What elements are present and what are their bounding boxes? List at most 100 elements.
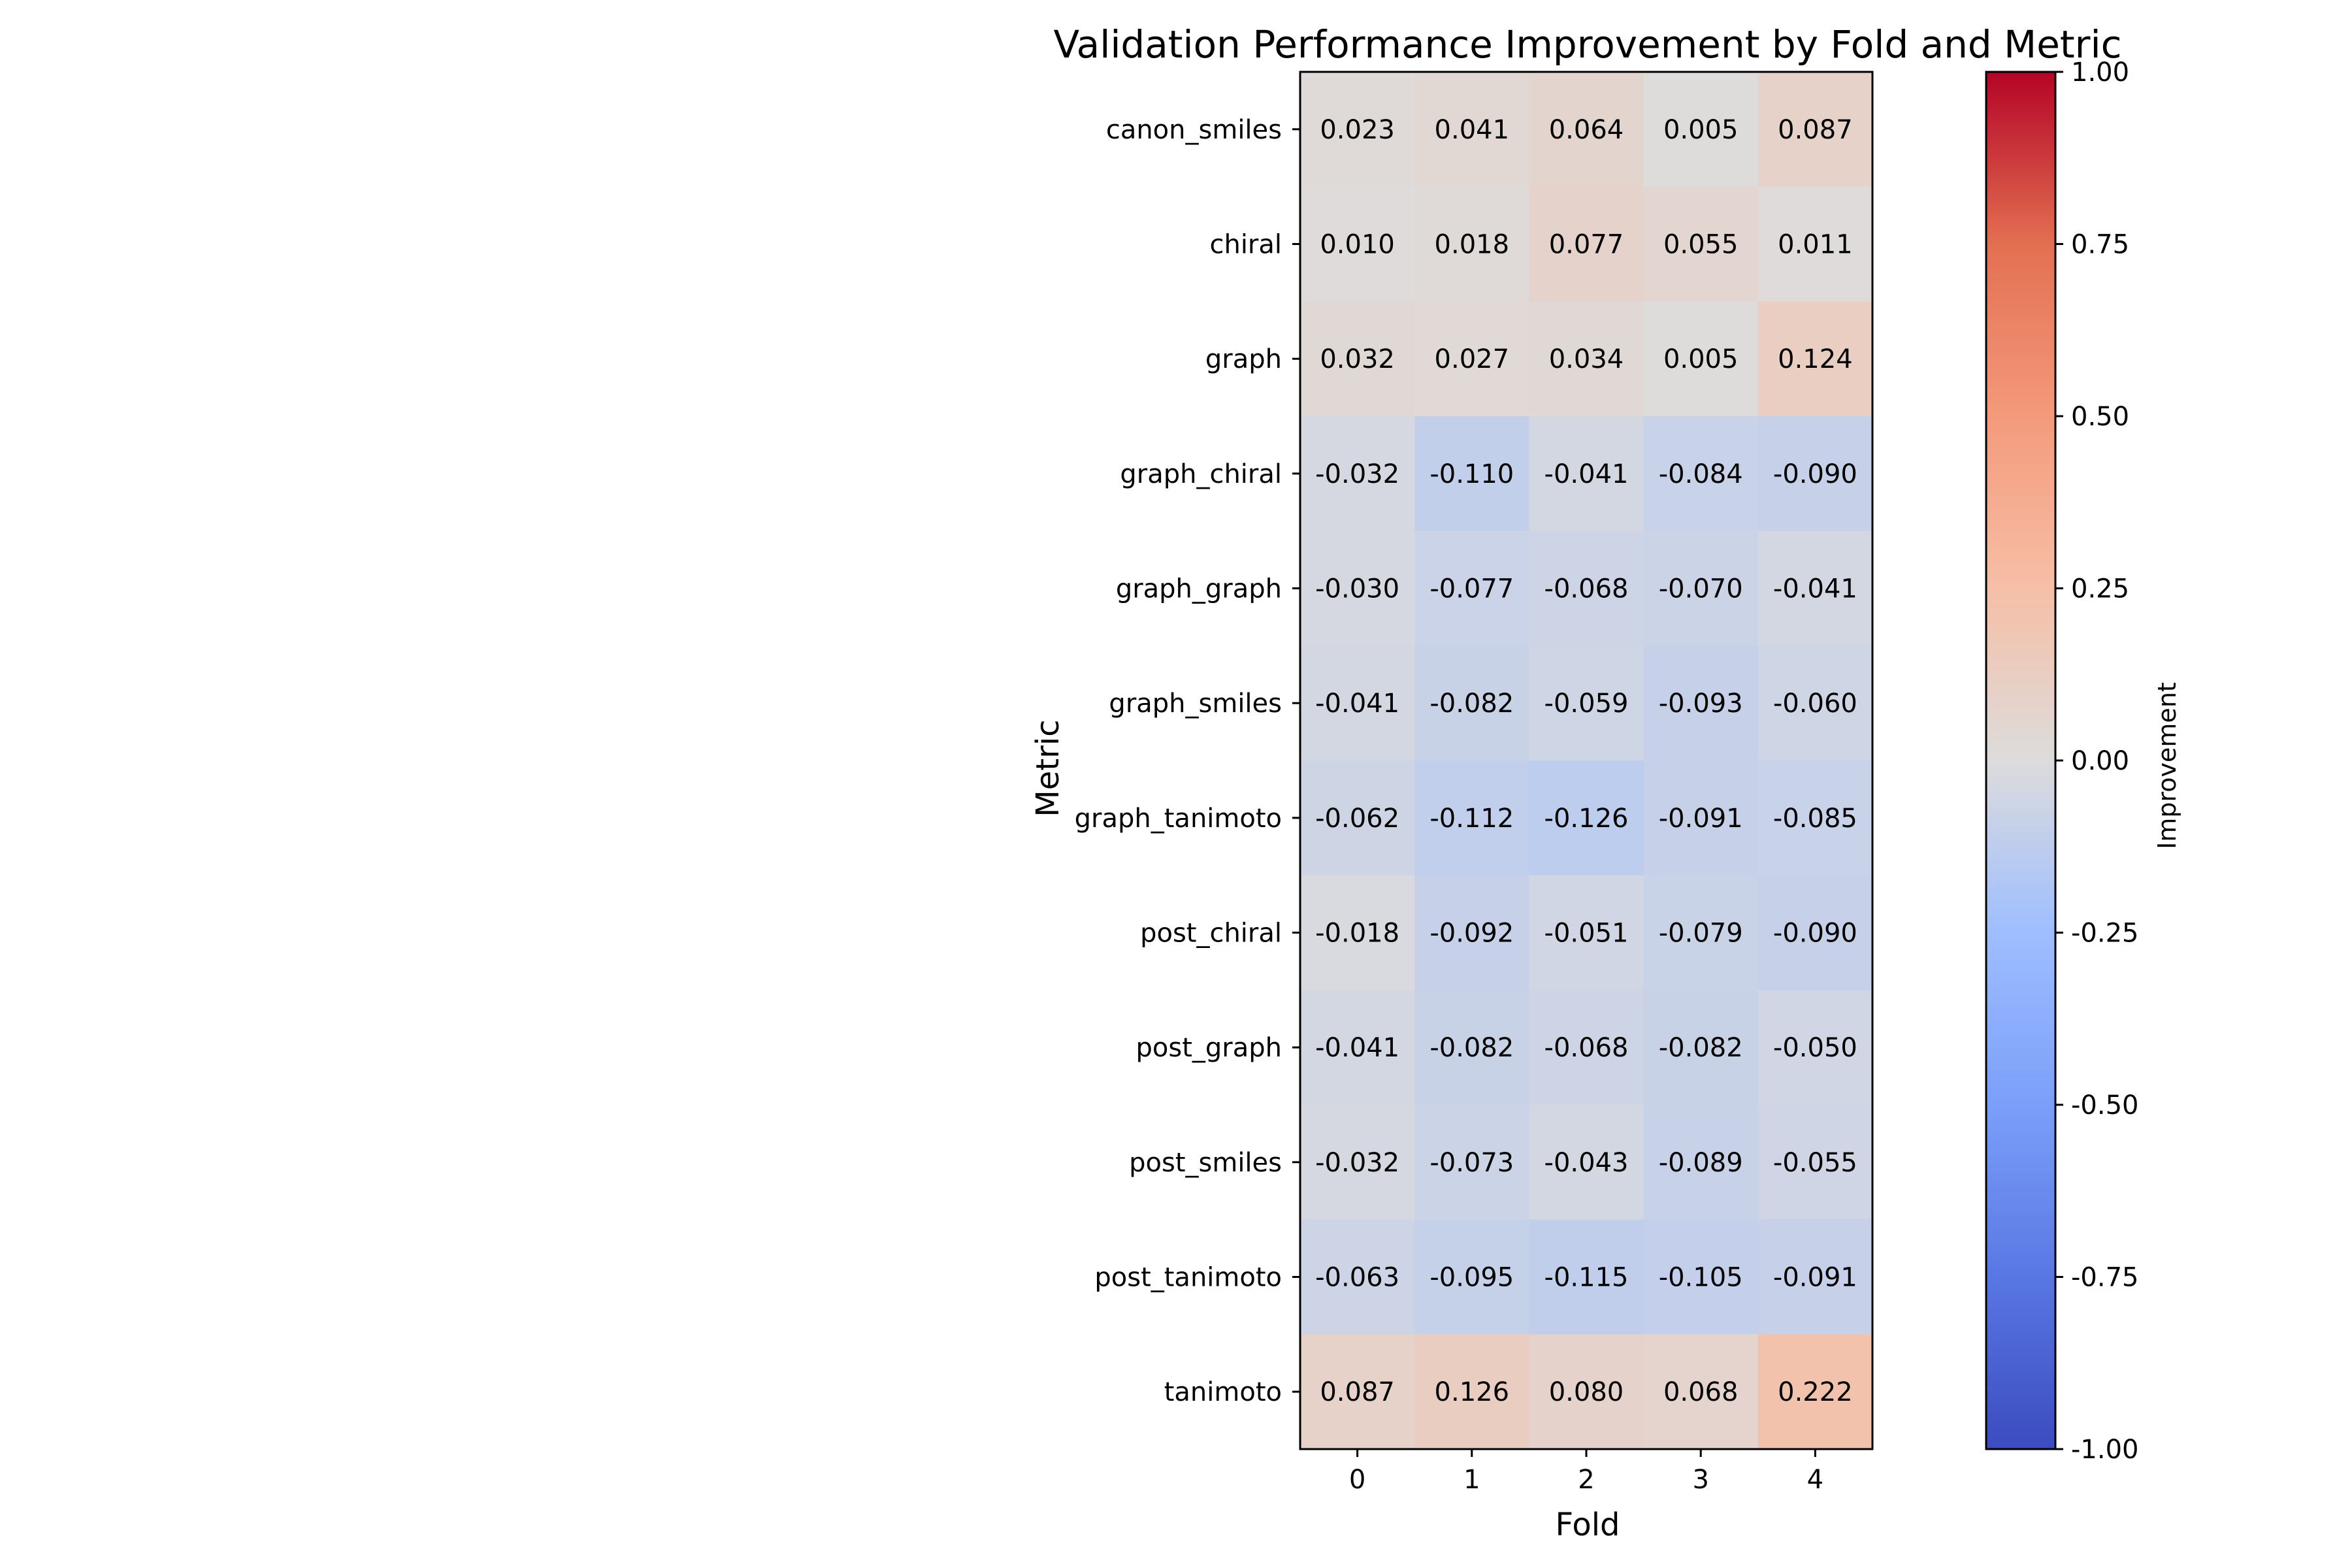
heatmap-cell <box>1643 1334 1759 1450</box>
cell-value-label: -0.070 <box>1659 574 1743 604</box>
heatmap-cell <box>1757 875 1873 990</box>
cell-value-label: -0.041 <box>1315 689 1399 719</box>
y-tick-label: post_tanimoto <box>1094 1263 1282 1293</box>
heatmap-cell <box>1414 531 1529 646</box>
heatmap-cell <box>1414 186 1529 302</box>
cell-value-label: -0.041 <box>1773 574 1857 604</box>
cell-value-label: -0.089 <box>1659 1148 1743 1178</box>
cell-value-label: -0.082 <box>1429 689 1514 719</box>
cell-value-label: -0.041 <box>1315 1033 1399 1063</box>
heatmap-cell <box>1300 301 1415 417</box>
y-tick-label: tanimoto <box>1164 1377 1282 1407</box>
cell-value-label: 0.064 <box>1549 115 1624 145</box>
cell-value-label: 0.027 <box>1435 344 1510 374</box>
x-axis-ticks: 0 1 2 3 4 <box>1349 1449 1823 1495</box>
heatmap-cell <box>1757 760 1873 876</box>
heatmap-cell <box>1757 416 1873 532</box>
heatmap-cell <box>1643 531 1759 646</box>
heatmap-cell <box>1529 760 1644 876</box>
cell-value-label: 0.032 <box>1320 344 1395 374</box>
heatmap-cells <box>1300 72 1873 1450</box>
chart-title: Validation Performance Improvement by Fo… <box>1053 22 2121 67</box>
colorbar-tick-label: -1.00 <box>2071 1435 2139 1465</box>
heatmap-cell <box>1529 875 1644 990</box>
heatmap-cell <box>1643 990 1759 1105</box>
heatmap-cell <box>1643 645 1759 761</box>
x-tick-label: 2 <box>1578 1465 1594 1495</box>
cell-value-label: -0.059 <box>1544 689 1629 719</box>
cell-value-label: -0.091 <box>1659 804 1743 834</box>
y-tick-label: graph_smiles <box>1109 689 1282 719</box>
cell-value-label: -0.068 <box>1544 1033 1629 1063</box>
heatmap-cell <box>1529 301 1644 417</box>
cell-value-label: -0.079 <box>1659 919 1743 949</box>
heatmap-cell <box>1757 72 1873 188</box>
cell-value-label: -0.085 <box>1773 804 1857 834</box>
heatmap-cell <box>1300 645 1415 761</box>
cell-value-label: -0.090 <box>1773 459 1857 489</box>
cell-value-label: 0.005 <box>1663 115 1739 145</box>
heatmap-cell <box>1414 760 1529 876</box>
cell-value-label: 0.080 <box>1549 1377 1624 1407</box>
cell-value-label: -0.043 <box>1544 1148 1629 1178</box>
heatmap-cell <box>1414 645 1529 761</box>
cell-value-label: 0.087 <box>1778 115 1853 145</box>
y-tick-label: chiral <box>1209 230 1282 260</box>
x-tick-label: 0 <box>1349 1465 1365 1495</box>
cell-value-label: 0.034 <box>1549 344 1624 374</box>
cell-value-label: -0.095 <box>1429 1263 1514 1293</box>
colorbar-tick-label: 1.00 <box>2071 57 2129 88</box>
heatmap-cell <box>1529 990 1644 1105</box>
heatmap-frame <box>1299 71 1874 1450</box>
colorbar-tick-label: -0.75 <box>2071 1263 2139 1293</box>
cell-value-label: 0.124 <box>1778 344 1853 374</box>
colorbar-tick-label: 0.75 <box>2071 230 2129 260</box>
cell-value-label: -0.093 <box>1659 689 1743 719</box>
cell-value-label: -0.077 <box>1429 574 1514 604</box>
heatmap-cell <box>1529 186 1644 302</box>
heatmap-cell <box>1757 1105 1873 1220</box>
cell-value-label: -0.090 <box>1773 919 1857 949</box>
colorbar-tick-label: -0.50 <box>2071 1090 2139 1120</box>
colorbar <box>1985 71 2057 1450</box>
heatmap-cell <box>1300 72 1415 188</box>
cell-value-label: -0.084 <box>1659 459 1743 489</box>
y-tick-label: graph_graph <box>1116 574 1282 604</box>
cell-value-label: -0.082 <box>1659 1033 1743 1063</box>
cell-value-label: -0.032 <box>1315 1148 1399 1178</box>
heatmap-cell <box>1529 1105 1644 1220</box>
heatmap-cell <box>1529 72 1644 188</box>
heatmap-cell <box>1757 531 1873 646</box>
cell-value-label: -0.060 <box>1773 689 1857 719</box>
heatmap-cell <box>1300 990 1415 1105</box>
heatmap-cell <box>1757 990 1873 1105</box>
cell-value-labels: 0.023 0.041 0.064 0.005 0.087 0.010 0.018 0.077… <box>1315 115 1857 1407</box>
cell-value-label: -0.110 <box>1429 459 1514 489</box>
colorbar-tick-label: 0.25 <box>2071 574 2129 604</box>
heatmap-cell <box>1643 1105 1759 1220</box>
heatmap-cell <box>1300 186 1415 302</box>
cell-value-label: 0.011 <box>1778 230 1853 260</box>
colorbar-tick-label: -0.25 <box>2071 919 2139 949</box>
heatmap-cell <box>1414 72 1529 188</box>
cell-value-label: -0.073 <box>1429 1148 1514 1178</box>
cell-value-label: -0.062 <box>1315 804 1399 834</box>
cell-value-label: -0.041 <box>1544 459 1629 489</box>
heatmap-cell <box>1643 72 1759 188</box>
cell-value-label: 0.087 <box>1320 1377 1395 1407</box>
y-tick-label: graph_tanimoto <box>1075 804 1282 834</box>
heatmap-cell <box>1414 416 1529 532</box>
heatmap-cell <box>1643 760 1759 876</box>
cell-value-label: 0.068 <box>1663 1377 1739 1407</box>
cell-value-label: 0.077 <box>1549 230 1624 260</box>
heatmap-cell <box>1643 875 1759 990</box>
cell-value-label: -0.063 <box>1315 1263 1399 1293</box>
heatmap-cell <box>1300 875 1415 990</box>
cell-value-label: 0.055 <box>1663 230 1739 260</box>
x-tick-label: 1 <box>1463 1465 1480 1495</box>
heatmap-cell <box>1529 531 1644 646</box>
cell-value-label: 0.222 <box>1778 1377 1853 1407</box>
x-tick-label: 4 <box>1807 1465 1823 1495</box>
heatmap-cell <box>1414 301 1529 417</box>
